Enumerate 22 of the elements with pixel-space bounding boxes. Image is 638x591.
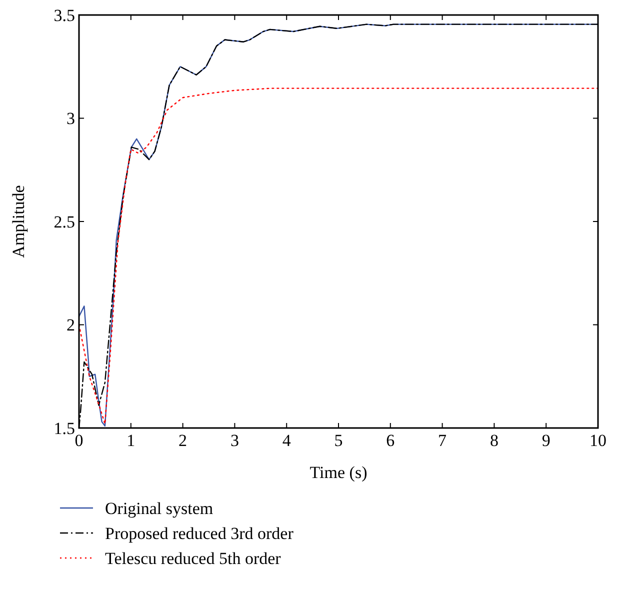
- y-tick-label: 2: [66, 316, 75, 335]
- legend-label: Original system: [105, 498, 214, 518]
- x-tick-label: 10: [590, 431, 606, 450]
- legend-label: Proposed reduced 3rd order: [105, 524, 294, 543]
- x-tick-label: 7: [438, 431, 448, 450]
- x-tick-label: 6: [386, 431, 395, 450]
- x-axis-title: Time (s): [310, 463, 368, 482]
- x-tick-label: 3: [230, 431, 239, 450]
- x-tick-label: 8: [490, 431, 498, 450]
- x-tick-label: 1: [126, 431, 136, 450]
- x-tick-label: 2: [178, 431, 188, 450]
- line-series: [78, 88, 599, 424]
- y-axis-title: Amplitude: [9, 185, 28, 258]
- y-tick-label: 3: [66, 109, 75, 128]
- y-tick-label: 1.5: [54, 418, 75, 438]
- legend-label: Telescu reduced 5th order: [105, 548, 282, 568]
- x-tick-label: 5: [334, 431, 343, 450]
- y-tick-label: 2.5: [54, 212, 75, 232]
- y-tick-label: 3.5: [54, 6, 75, 25]
- x-tick-label: 0: [74, 431, 84, 450]
- x-tick-label: 4: [282, 431, 292, 450]
- x-tick-label: 9: [542, 431, 550, 450]
